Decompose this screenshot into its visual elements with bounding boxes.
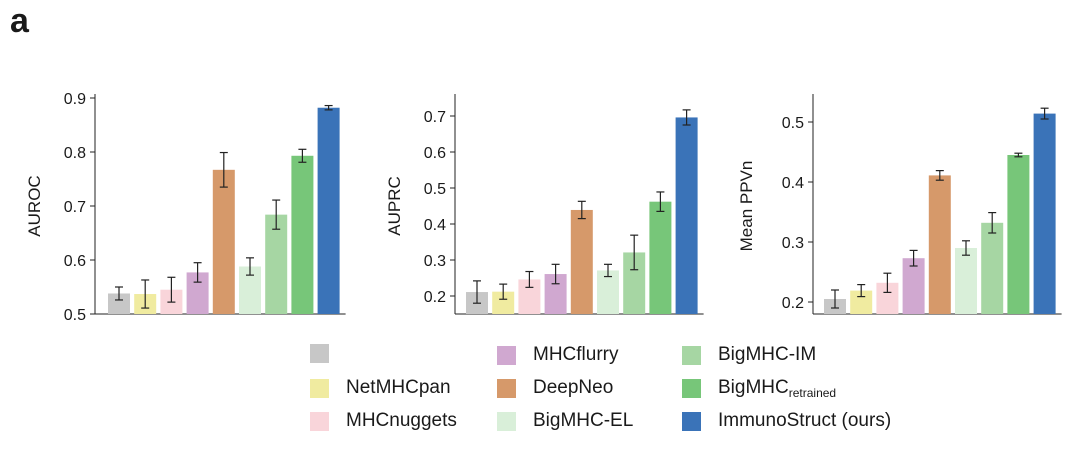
y-tick-label: 0.6 bbox=[64, 253, 86, 270]
y-axis-label: AUPRC bbox=[385, 176, 404, 236]
bar bbox=[1007, 155, 1030, 314]
y-tick-label: 0.6 bbox=[424, 145, 446, 162]
bar bbox=[186, 272, 209, 314]
bar bbox=[108, 293, 130, 314]
y-tick-label: 0.5 bbox=[782, 115, 804, 132]
y-tick-label: 0.7 bbox=[64, 199, 86, 216]
y-tick-label: 0.4 bbox=[782, 175, 804, 192]
y-tick-label: 0.7 bbox=[424, 109, 446, 126]
bar bbox=[291, 155, 314, 314]
bar bbox=[239, 266, 261, 314]
bar bbox=[212, 169, 235, 314]
y-tick-label: 0.5 bbox=[64, 307, 86, 324]
bar bbox=[317, 107, 340, 314]
y-tick-label: 0.2 bbox=[424, 289, 446, 306]
y-tick-label: 0.3 bbox=[782, 235, 804, 252]
y-tick-label: 0.4 bbox=[424, 217, 446, 234]
y-axis-label: AUROC bbox=[25, 175, 44, 236]
bar bbox=[265, 214, 288, 314]
y-tick-label: 0.5 bbox=[424, 181, 446, 198]
y-tick-label: 0.8 bbox=[64, 145, 86, 162]
bar bbox=[649, 201, 672, 314]
bar bbox=[570, 209, 593, 314]
bar bbox=[492, 291, 515, 314]
bar bbox=[1033, 113, 1056, 314]
bar bbox=[675, 117, 698, 314]
y-tick-label: 0.2 bbox=[782, 295, 804, 312]
bar bbox=[955, 248, 977, 314]
bar bbox=[876, 282, 899, 314]
bar bbox=[850, 290, 873, 314]
y-axis-label: Mean PPVn bbox=[737, 161, 756, 252]
y-tick-label: 0.3 bbox=[424, 253, 446, 270]
bar bbox=[902, 258, 925, 314]
bar bbox=[928, 175, 951, 314]
bar bbox=[518, 279, 541, 314]
bar bbox=[597, 270, 619, 314]
panel-label: a bbox=[10, 2, 29, 40]
y-tick-label: 0.9 bbox=[64, 91, 86, 108]
bar bbox=[544, 274, 567, 314]
bar bbox=[623, 252, 646, 314]
bar bbox=[981, 222, 1004, 314]
